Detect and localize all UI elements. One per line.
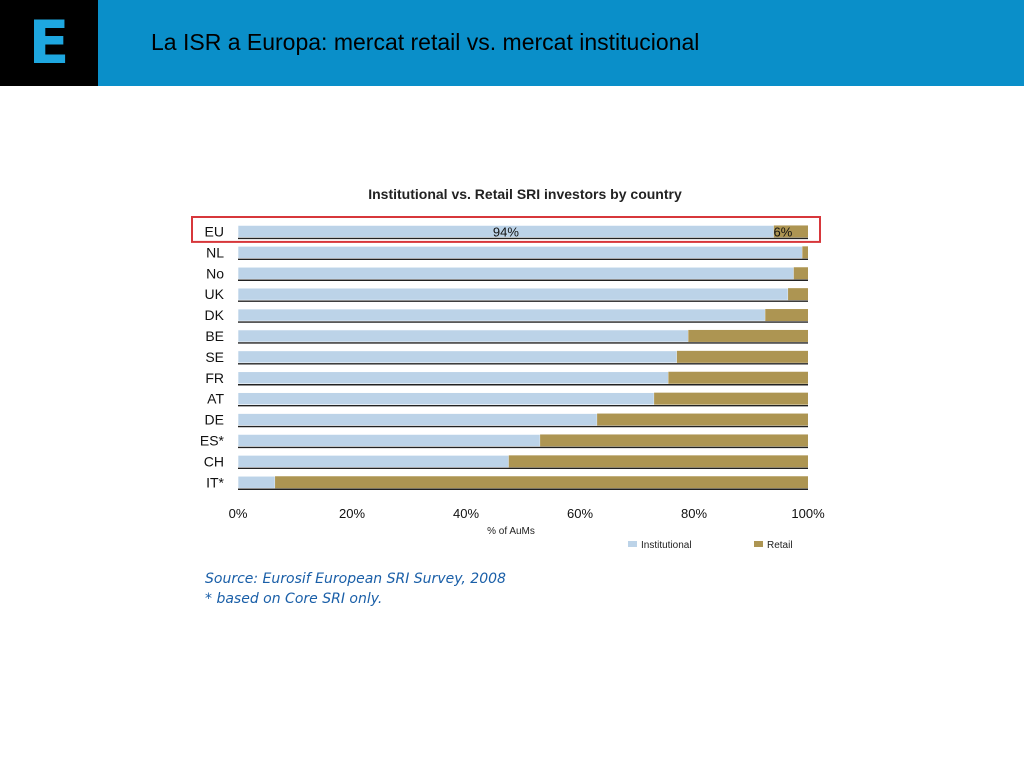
bar-retail: [793, 267, 808, 280]
category-label: EU: [205, 223, 224, 239]
category-label: DK: [205, 307, 225, 323]
category-label: SE: [205, 349, 224, 365]
data-label-retail: 6%: [774, 224, 793, 239]
source-line: Source: Eurosif European SRI Survey, 200…: [205, 571, 506, 587]
bar-retail: [654, 392, 808, 405]
legend: Institutional Retail: [628, 540, 793, 551]
bar-retail: [275, 476, 808, 489]
source-notes: Source: Eurosif European SRI Survey, 200…: [205, 569, 506, 609]
x-tick-label: 20%: [339, 506, 365, 521]
bar-retail: [540, 434, 808, 447]
footnote-line: * based on Core SRI only.: [205, 591, 383, 607]
bar-retail: [668, 371, 808, 384]
bar-institutional: [237, 329, 689, 343]
logo: E: [0, 0, 98, 86]
x-axis-label: % of AuMs: [487, 526, 535, 537]
category-label: CH: [204, 453, 224, 469]
x-tick-label: 60%: [567, 506, 593, 521]
bar-institutional: [237, 308, 766, 322]
legend-label-retail: Retail: [767, 540, 793, 551]
category-label: ES*: [200, 432, 225, 448]
bar-institutional: [237, 371, 669, 385]
x-tick-label: 40%: [453, 506, 479, 521]
header-bar: E La ISR a Europa: mercat retail vs. mer…: [0, 0, 1024, 86]
highlight-box: [191, 216, 821, 243]
bar-retail: [688, 329, 808, 342]
logo-letter: E: [28, 8, 70, 78]
slide-title: La ISR a Europa: mercat retail vs. merca…: [151, 29, 700, 55]
category-label: NL: [206, 244, 224, 260]
bar-retail: [765, 309, 808, 322]
x-tick-label: 0%: [229, 506, 248, 521]
x-tick-label: 100%: [791, 506, 825, 521]
bar-institutional: [237, 413, 598, 426]
bar-institutional: [237, 287, 789, 301]
bar-institutional: [237, 475, 276, 489]
plot-area: EU 94% 6% NL No UK DK BE SE FR AT DE ES* CH IT* 0% 20% 40…: [191, 216, 825, 521]
chart-title: Institutional vs. Retail SRI investors b…: [368, 186, 682, 202]
data-label-institutional: 94%: [493, 224, 519, 239]
category-label: No: [206, 265, 224, 281]
category-label: FR: [205, 370, 224, 386]
category-label: UK: [205, 286, 225, 302]
category-label: AT: [207, 391, 224, 407]
bar-institutional: [237, 350, 678, 364]
legend-label-institutional: Institutional: [641, 540, 692, 551]
bar-institutional: [237, 266, 795, 280]
bar-retail: [773, 225, 808, 238]
bar-retail: [788, 288, 808, 301]
bar-retail: [597, 413, 808, 426]
x-tick-label: 80%: [681, 506, 707, 521]
category-label: BE: [205, 328, 224, 344]
bar-retail: [508, 455, 808, 468]
bar-institutional: [237, 434, 541, 447]
bar-institutional: [237, 392, 655, 405]
bar-institutional: [237, 455, 510, 468]
bar-retail: [802, 246, 808, 259]
legend-swatch-institutional: [628, 541, 637, 547]
category-label: DE: [205, 412, 224, 428]
bar-institutional: [237, 246, 803, 259]
bar-retail: [676, 350, 808, 363]
category-label: IT*: [206, 474, 224, 490]
legend-swatch-retail: [754, 541, 763, 547]
